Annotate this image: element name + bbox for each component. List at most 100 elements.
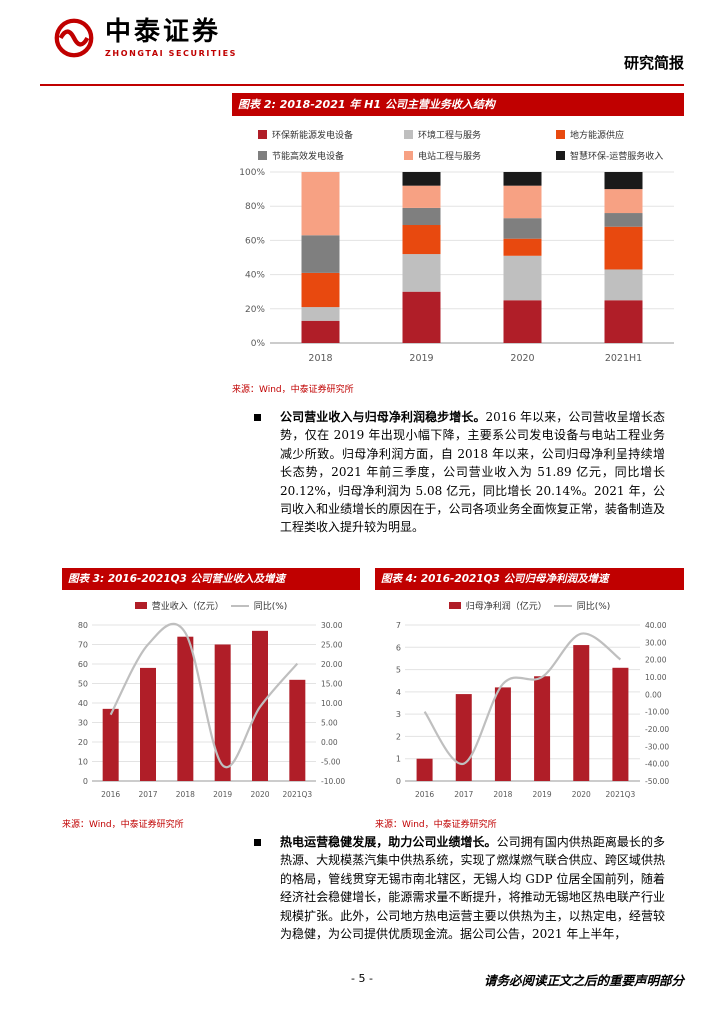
legend-item: 同比(%) — [553, 599, 610, 612]
figure-3-source: 来源：Wind，中泰证券研究所 — [62, 820, 184, 830]
bars — [102, 630, 306, 781]
svg-text:0: 0 — [83, 777, 88, 786]
figure-2: 图表 2: 2018-2021 年 H1 公司主营业务收入结构 环保新能源发电设… — [232, 93, 684, 395]
svg-text:4: 4 — [396, 688, 401, 697]
svg-text:2019: 2019 — [409, 353, 433, 364]
figure-4: 图表 4: 2016-2021Q3 公司归母净利润及增速 归母净利润（亿元） 同比… — [375, 568, 684, 830]
svg-text:-10.00: -10.00 — [645, 708, 669, 717]
legend-line-swatch — [553, 604, 572, 607]
svg-text:50: 50 — [78, 680, 88, 689]
paragraph-lead-bold: 公司营业收入与归母净利润稳步增长。 — [280, 410, 486, 424]
svg-text:25.00: 25.00 — [321, 641, 343, 650]
svg-text:80%: 80% — [245, 202, 265, 212]
legend-label: 同比(%) — [253, 602, 288, 612]
legend-label: 环境工程与服务 — [418, 131, 482, 141]
figure-2-source: 来源：Wind，中泰证券研究所 — [232, 385, 354, 395]
svg-text:7: 7 — [396, 621, 401, 630]
profit-combo-chart: 0 1 2 3 4 5 6 7 -50.00 -40.00 -30.00 -20.00 -10.00 0.… — [396, 621, 669, 799]
revenue-combo-chart: 0 10 20 30 40 50 60 70 80 -10.00 -5.00 0.00 5.00 10.0… — [78, 621, 346, 799]
company-logo: 中泰证券 ZHONGTAI SECURITIES — [52, 16, 237, 60]
figure-4-title: 图表 4: 2016-2021Q3 公司归母净利润及增速 — [375, 568, 684, 590]
paragraph-body: 公司拥有国内供热距离最长的多热源、大规模蒸汽集中供热系统，实现了燃煤燃气联合供应… — [280, 835, 665, 942]
svg-text:2021Q3: 2021Q3 — [606, 790, 636, 799]
zhongtai-logo-icon — [54, 18, 94, 58]
svg-text:2017: 2017 — [454, 790, 473, 799]
legend-label: 节能高效发电设备 — [272, 152, 345, 162]
svg-text:10.00: 10.00 — [321, 699, 343, 708]
bars — [416, 645, 629, 781]
svg-text:30.00: 30.00 — [321, 621, 343, 630]
svg-text:10.00: 10.00 — [645, 673, 667, 682]
paragraph-lead-bold: 热电运营稳健发展，助力公司业绩增长。 — [280, 835, 497, 849]
legend-bar-swatch — [134, 602, 147, 609]
figure-4-source: 来源：Wind，中泰证券研究所 — [375, 820, 497, 830]
legend-label: 智慧环保-运营服务收入 — [570, 152, 664, 162]
svg-text:2020: 2020 — [572, 790, 591, 799]
svg-text:10: 10 — [78, 758, 88, 767]
figure-3-legend: 营业收入（亿元） 同比(%) — [62, 590, 360, 613]
svg-text:0%: 0% — [251, 339, 266, 349]
legend-item: 同比(%) — [230, 599, 288, 612]
legend-label: 环保新能源发电设备 — [272, 131, 354, 141]
svg-text:2021Q3: 2021Q3 — [282, 790, 312, 799]
legend-swatch — [258, 151, 267, 160]
svg-text:2016: 2016 — [101, 790, 120, 799]
footer-disclaimer: 请务必阅读正文之后的重要声明部分 — [483, 973, 684, 988]
figure-3: 图表 3: 2016-2021Q3 公司营业收入及增速 营业收入（亿元） 同比(%… — [62, 568, 360, 830]
svg-text:80: 80 — [78, 621, 88, 630]
svg-text:-40.00: -40.00 — [645, 760, 669, 769]
legend-label: 地方能源供应 — [570, 131, 625, 141]
svg-text:30: 30 — [78, 719, 88, 728]
legend-line-swatch — [230, 604, 249, 607]
paragraph-body: 2016 年以来，公司营收呈增长态势，仅在 2019 年出现小幅下降，主要系公司… — [280, 410, 665, 535]
logo-name-en: ZHONGTAI SECURITIES — [105, 48, 237, 58]
legend-item: 归母净利润（亿元） — [448, 599, 547, 612]
header-divider — [40, 84, 684, 86]
paragraph-heating-business: 热电运营稳健发展，助力公司业绩增长。公司拥有国内供热距离最长的多热源、大规模蒸汽… — [253, 833, 665, 943]
svg-text:20: 20 — [78, 738, 88, 747]
svg-text:2016: 2016 — [415, 790, 434, 799]
legend-label: 电站工程与服务 — [418, 152, 482, 162]
svg-text:1: 1 — [396, 755, 401, 764]
legend-item: 环境工程与服务 — [404, 128, 556, 141]
svg-text:15.00: 15.00 — [321, 680, 343, 689]
svg-text:40.00: 40.00 — [645, 621, 667, 630]
figure-2-title: 图表 2: 2018-2021 年 H1 公司主营业务收入结构 — [232, 93, 684, 116]
bullet-icon — [254, 414, 261, 421]
svg-text:5.00: 5.00 — [321, 719, 338, 728]
stacked-bars — [301, 172, 643, 343]
legend-label: 营业收入（亿元） — [151, 602, 224, 612]
svg-text:2019: 2019 — [213, 790, 232, 799]
svg-text:2020: 2020 — [250, 790, 269, 799]
legend-item: 环保新能源发电设备 — [258, 128, 404, 141]
svg-text:2020: 2020 — [510, 353, 534, 364]
svg-text:6: 6 — [396, 643, 401, 652]
svg-text:60%: 60% — [245, 236, 265, 246]
growth-line — [423, 632, 622, 765]
svg-text:-20.00: -20.00 — [645, 725, 669, 734]
legend-item: 节能高效发电设备 — [258, 149, 404, 162]
svg-text:40: 40 — [78, 699, 88, 708]
svg-text:2019: 2019 — [533, 790, 552, 799]
svg-text:2021H1: 2021H1 — [605, 353, 642, 364]
svg-text:-5.00: -5.00 — [321, 758, 341, 767]
logo-name-cn: 中泰证券 — [105, 17, 222, 48]
legend-item: 地方能源供应 — [556, 128, 682, 141]
growth-line — [109, 622, 299, 769]
svg-text:30.00: 30.00 — [645, 638, 667, 647]
legend-swatch — [556, 151, 565, 160]
svg-text:20.00: 20.00 — [645, 656, 667, 665]
legend-label: 归母净利润（亿元） — [465, 602, 547, 612]
svg-text:0: 0 — [396, 777, 401, 786]
legend-item: 营业收入（亿元） — [134, 599, 224, 612]
svg-text:-50.00: -50.00 — [645, 777, 669, 786]
legend-item: 智慧环保-运营服务收入 — [556, 149, 682, 162]
bullet-icon — [254, 839, 261, 846]
svg-text:70: 70 — [78, 641, 88, 650]
svg-text:40%: 40% — [245, 271, 265, 281]
svg-text:-30.00: -30.00 — [645, 742, 669, 751]
svg-text:2018: 2018 — [176, 790, 195, 799]
svg-text:2017: 2017 — [138, 790, 157, 799]
legend-item: 电站工程与服务 — [404, 149, 556, 162]
